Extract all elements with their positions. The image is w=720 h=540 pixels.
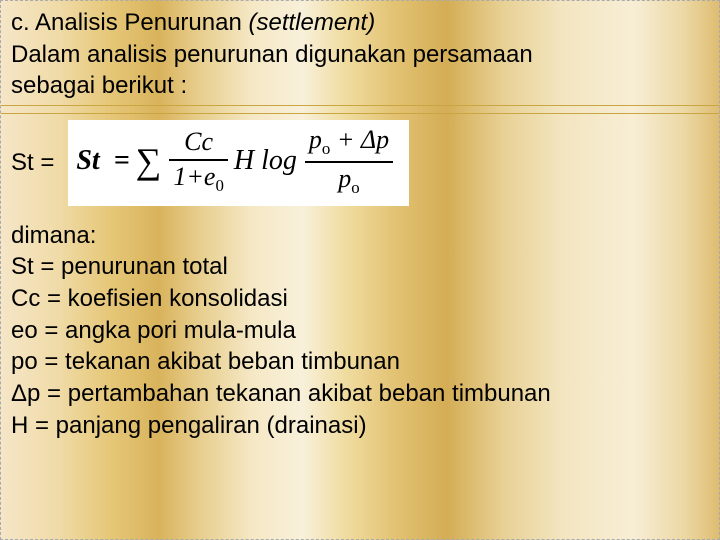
def-st: St = penurunan total [11, 251, 709, 283]
equation-row: St = St = ∑ Cc 1+e0 H log po + Δp po [11, 120, 709, 206]
equation-box: St = ∑ Cc 1+e0 H log po + Δp po [68, 120, 409, 206]
def-dp: Δp = pertambahan tekanan akibat beban ti… [11, 378, 709, 410]
def-h: H = panjang pengaliran (drainasi) [11, 410, 709, 442]
heading-line-3: sebagai berikut : [11, 70, 709, 102]
def-po: po = tekanan akibat beban timbunan [11, 346, 709, 378]
frac1-num: Cc [180, 128, 217, 157]
frac2-den-asub: o [351, 178, 359, 197]
frac1-bar [169, 159, 228, 161]
def-eo: eo = angka pori mula-mula [11, 315, 709, 347]
frac2-num: po + Δp [305, 126, 393, 159]
def-dimana: dimana: [11, 220, 709, 252]
fraction-1: Cc 1+e0 [169, 128, 228, 195]
equation-lhs: St = [76, 143, 129, 180]
frac2-num-a: p [309, 125, 322, 154]
frac2-num-b: + Δp [330, 125, 389, 154]
heading-line-2: Dalam analisis penurunan digunakan persa… [11, 39, 709, 71]
heading-text-a: c. Analisis Penurunan [11, 9, 248, 36]
frac1-den-pre: 1+e [173, 162, 215, 191]
def-cc: Cc = koefisien konsolidasi [11, 283, 709, 315]
heading-text-b: (settlement) [248, 9, 375, 36]
equation-mid: H log [234, 143, 297, 180]
heading-line-1: c. Analisis Penurunan (settlement) [11, 7, 709, 39]
frac2-den: po [334, 165, 363, 198]
equation-label: St = [11, 147, 54, 179]
fraction-2: po + Δp po [305, 126, 393, 198]
slide-content: c. Analisis Penurunan (settlement) Dalam… [1, 1, 719, 451]
frac1-den-sub: 0 [215, 176, 223, 195]
frac2-den-a: p [338, 164, 351, 193]
frac2-bar [305, 161, 393, 163]
sigma-symbol: ∑ [136, 138, 162, 186]
frac1-den: 1+e0 [169, 163, 228, 196]
definitions-block: dimana: St = penurunan total Cc = koefis… [11, 220, 709, 442]
